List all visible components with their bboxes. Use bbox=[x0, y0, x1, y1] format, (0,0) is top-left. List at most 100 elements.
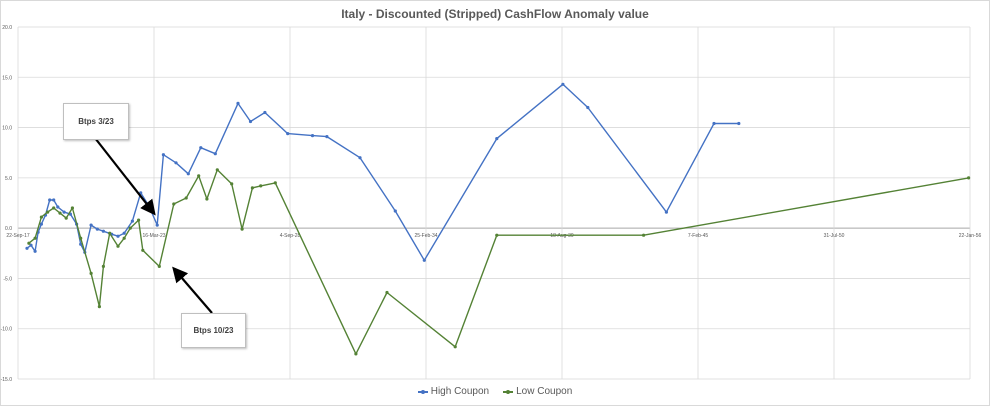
x-tick-label: 25-Feb-34 bbox=[414, 233, 437, 239]
data-point-high-coupon bbox=[161, 153, 165, 157]
legend-swatch-low-coupon bbox=[503, 389, 514, 394]
x-tick-label: 18-Aug-39 bbox=[550, 233, 574, 239]
tick-layer: 20.0 15.0 10.0 5.0 0.0 -5.0 -10.0 -15.0 22-Sep-1… bbox=[1, 25, 982, 383]
data-point-high-coupon bbox=[122, 231, 126, 235]
data-point-high-coupon bbox=[52, 198, 56, 202]
data-point-high-coupon bbox=[712, 121, 716, 126]
data-point-high-coupon bbox=[48, 198, 52, 202]
legend-item-high-coupon: High Coupon bbox=[417, 386, 490, 397]
data-point-high-coupon bbox=[199, 146, 203, 150]
callout-arrow-btps-3-23 bbox=[94, 137, 156, 216]
data-point-high-coupon bbox=[33, 249, 37, 253]
data-point-low-coupon bbox=[33, 236, 37, 240]
data-point-low-coupon bbox=[58, 211, 62, 215]
data-point-low-coupon bbox=[141, 248, 145, 252]
data-point-low-coupon bbox=[215, 168, 219, 172]
data-point-high-coupon bbox=[95, 227, 99, 231]
data-point-low-coupon bbox=[46, 210, 50, 214]
data-point-high-coupon bbox=[130, 219, 134, 223]
x-tick-label: 16-Mar-23 bbox=[142, 233, 165, 239]
data-point-low-coupon bbox=[250, 186, 254, 190]
data-point-low-coupon bbox=[97, 305, 101, 309]
data-point-high-coupon bbox=[79, 242, 83, 246]
annotation-btps-10-23: Btps 10/23 bbox=[181, 313, 246, 348]
data-point-high-coupon bbox=[39, 222, 44, 226]
data-point-high-coupon bbox=[25, 246, 29, 250]
annotation-btps-3-23: Btps 3/23 bbox=[63, 103, 129, 140]
x-tick-label: 22-Sep-17 bbox=[6, 233, 30, 239]
y-tick-label: 5.0 bbox=[5, 176, 12, 182]
x-tick-label: 22-Jan-56 bbox=[959, 233, 982, 239]
data-point-low-coupon bbox=[273, 181, 277, 185]
data-point-low-coupon bbox=[89, 271, 93, 275]
data-point-high-coupon bbox=[586, 105, 590, 110]
data-point-high-coupon bbox=[561, 82, 565, 86]
data-point-high-coupon bbox=[495, 137, 499, 141]
data-point-high-coupon bbox=[263, 110, 267, 115]
data-point-high-coupon bbox=[310, 134, 315, 138]
data-point-high-coupon bbox=[62, 210, 66, 214]
data-point-low-coupon bbox=[52, 206, 56, 210]
data-point-high-coupon bbox=[325, 135, 329, 139]
data-point-low-coupon bbox=[39, 215, 44, 219]
data-point-high-coupon bbox=[155, 223, 159, 227]
y-tick-label: -10.0 bbox=[1, 327, 13, 333]
data-point-low-coupon bbox=[453, 345, 457, 349]
data-point-high-coupon bbox=[422, 258, 426, 262]
y-tick-label: -5.0 bbox=[3, 276, 12, 282]
data-point-high-coupon bbox=[101, 229, 105, 233]
data-point-low-coupon bbox=[27, 241, 31, 245]
x-tick-label: 4-Sep-28 bbox=[280, 233, 301, 239]
data-point-low-coupon bbox=[64, 216, 68, 220]
data-point-high-coupon bbox=[236, 101, 240, 105]
data-point-high-coupon bbox=[89, 223, 93, 227]
data-point-low-coupon bbox=[157, 264, 161, 268]
data-point-low-coupon bbox=[137, 218, 141, 222]
data-point-low-coupon bbox=[79, 236, 83, 240]
data-point-low-coupon bbox=[70, 206, 74, 210]
data-point-low-coupon bbox=[116, 244, 120, 248]
data-point-high-coupon bbox=[248, 119, 253, 124]
data-point-low-coupon bbox=[108, 231, 112, 235]
y-tick-label: 10.0 bbox=[2, 126, 12, 132]
data-point-low-coupon bbox=[642, 233, 646, 237]
data-point-high-coupon bbox=[358, 156, 362, 160]
data-point-low-coupon bbox=[259, 184, 263, 188]
data-point-low-coupon bbox=[385, 290, 389, 295]
data-point-low-coupon bbox=[122, 236, 126, 240]
callout-arrow-btps-10-23 bbox=[172, 266, 213, 314]
data-point-low-coupon bbox=[230, 182, 234, 186]
data-point-low-coupon bbox=[184, 196, 188, 200]
y-tick-label: -15.0 bbox=[1, 377, 13, 383]
data-point-high-coupon bbox=[29, 243, 33, 247]
x-tick-label: 31-Jul-50 bbox=[824, 233, 845, 239]
data-point-low-coupon bbox=[197, 174, 201, 178]
data-point-high-coupon bbox=[116, 234, 120, 238]
legend-label-low-coupon: Low Coupon bbox=[516, 386, 573, 397]
data-point-low-coupon bbox=[495, 233, 499, 237]
series-layer bbox=[25, 82, 971, 356]
series-line-low-coupon bbox=[28, 169, 969, 355]
series-line-high-coupon bbox=[26, 83, 739, 261]
data-point-high-coupon bbox=[174, 161, 178, 165]
y-tick-label: 0.0 bbox=[5, 226, 12, 232]
data-point-low-coupon bbox=[128, 226, 132, 230]
data-point-low-coupon bbox=[240, 227, 244, 231]
data-point-low-coupon bbox=[354, 352, 358, 356]
x-tick-label: 7-Feb-45 bbox=[688, 233, 709, 239]
data-point-high-coupon bbox=[664, 210, 669, 214]
data-point-low-coupon bbox=[172, 202, 176, 206]
data-point-high-coupon bbox=[213, 152, 217, 156]
legend-item-low-coupon: Low Coupon bbox=[503, 386, 572, 397]
y-tick-label: 15.0 bbox=[2, 75, 12, 81]
legend-swatch-high-coupon bbox=[417, 389, 428, 394]
data-point-low-coupon bbox=[967, 176, 971, 180]
chart-title: Italy - Discounted (Stripped) CashFlow A… bbox=[341, 7, 649, 21]
data-point-high-coupon bbox=[393, 209, 397, 213]
data-point-high-coupon bbox=[737, 121, 741, 126]
legend: High Coupon Low Coupon bbox=[0, 386, 990, 397]
data-point-high-coupon bbox=[56, 205, 60, 209]
data-point-high-coupon bbox=[186, 172, 190, 176]
legend-label-high-coupon: High Coupon bbox=[430, 386, 490, 397]
